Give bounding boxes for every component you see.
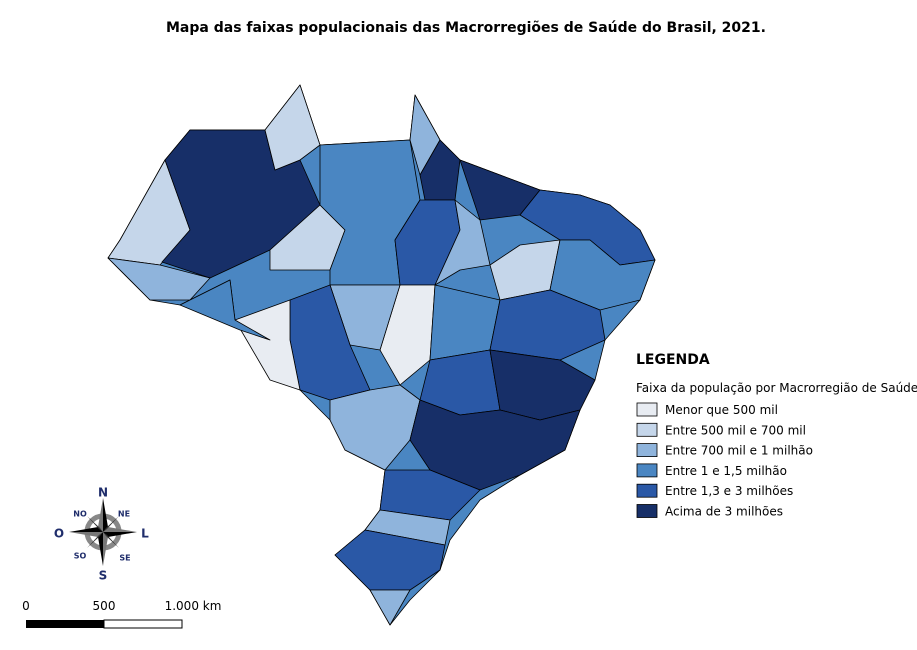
region [107, 257, 211, 301]
region [369, 589, 411, 626]
compass: N S L O NE NO SE SO [54, 486, 149, 583]
scale-segment [26, 620, 104, 628]
compass-point [103, 527, 137, 532]
compass-point [69, 527, 103, 532]
compass-point [103, 516, 119, 532]
legend-swatch [636, 463, 658, 478]
legend-label: Entre 700 mil e 1 milhão [665, 444, 813, 458]
legend-swatch [636, 483, 658, 498]
compass-point [87, 532, 103, 548]
legend-swatch [636, 443, 658, 458]
compass-label: O [54, 527, 64, 541]
compass-point [87, 516, 103, 532]
scale-segment [103, 619, 183, 629]
compass-point [103, 532, 119, 548]
legend-label: Acima de 3 milhões [665, 505, 783, 519]
scale-label: 0 [22, 599, 30, 613]
compass-label: NE [118, 510, 130, 519]
compass-point [103, 532, 137, 537]
legend-subtitle: Faixa da população por Macrorregião de S… [636, 381, 917, 395]
compass-label: N [98, 486, 108, 500]
legend-swatch [636, 504, 658, 518]
region [264, 84, 321, 171]
region [234, 299, 301, 391]
compass-label: SO [74, 552, 87, 561]
compass-point [103, 532, 108, 566]
region [179, 279, 271, 341]
compass-point [98, 498, 103, 532]
region [434, 199, 491, 286]
legend: LEGENDA Faixa da população por Macrorreg… [636, 352, 917, 519]
region [379, 469, 481, 521]
scale-label: 1.000 km [165, 599, 222, 613]
map [107, 84, 656, 626]
compass-point [103, 498, 108, 532]
compass-label: S [99, 569, 108, 583]
legend-swatch [636, 422, 658, 437]
legend-label: Entre 1 e 1,5 milhão [665, 464, 787, 478]
compass-label: SE [119, 554, 130, 563]
compass-label: L [141, 527, 149, 541]
legend-label: Entre 1,3 e 3 milhões [665, 484, 793, 498]
scale-bar: 0 500 1.000 km [22, 599, 222, 629]
legend-swatch [636, 402, 658, 417]
legend-label: Menor que 500 mil [665, 403, 778, 417]
legend-heading: LEGENDA [636, 352, 710, 368]
region [419, 139, 461, 201]
compass-point [69, 532, 103, 537]
compass-label: NO [73, 510, 87, 519]
map-title: Mapa das faixas populacionais das Macror… [166, 20, 766, 36]
legend-label: Entre 500 mil e 700 mil [665, 423, 806, 437]
compass-point [98, 532, 103, 566]
scale-label: 500 [93, 599, 116, 613]
